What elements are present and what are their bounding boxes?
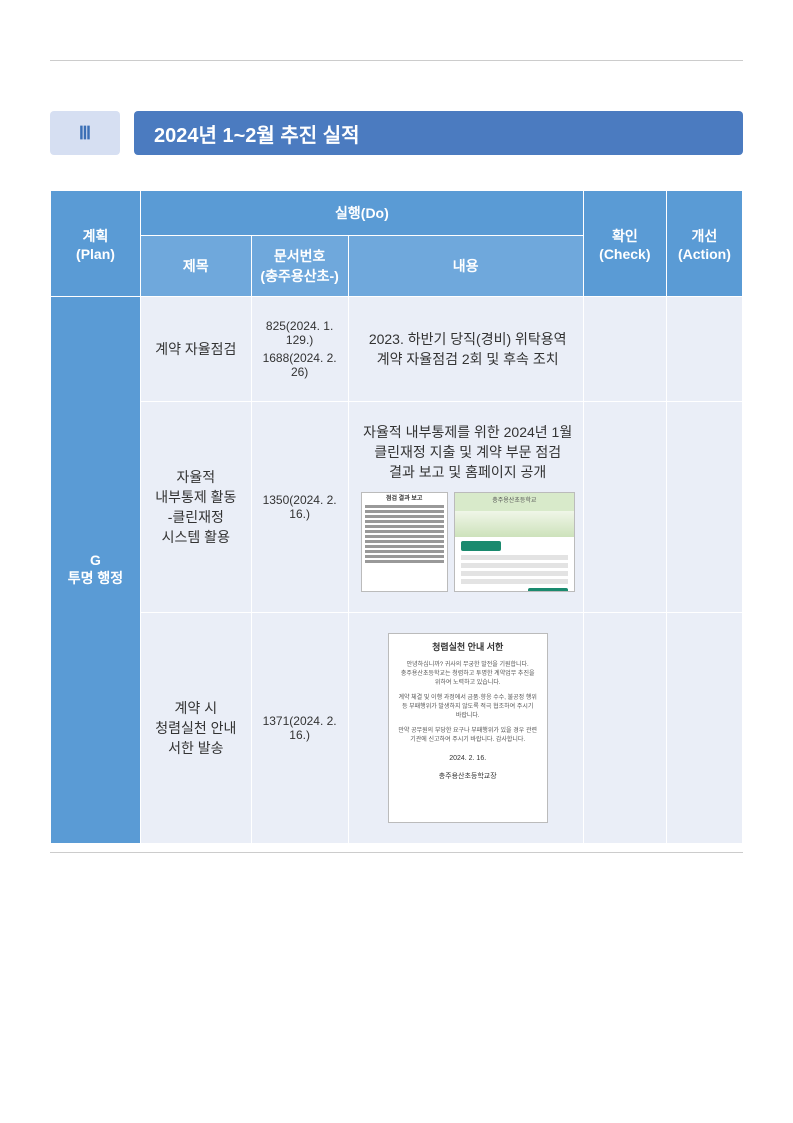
row-docnum: 1350(2024. 2. 16.) <box>251 402 348 613</box>
row-check <box>583 402 666 613</box>
row-title: 자율적 내부통제 활동 -클린재정 시스템 활용 <box>140 402 251 613</box>
letter-date: 2024. 2. 16. <box>397 755 539 763</box>
section-number: Ⅲ <box>50 111 120 155</box>
row-check <box>583 613 666 844</box>
pdca-table: 계획 (Plan) 실행(Do) 확인 (Check) 개선 (Action) … <box>50 190 743 844</box>
docnum: 1688(2024. 2. 26) <box>260 349 340 381</box>
th-do: 실행(Do) <box>140 191 583 236</box>
row-check <box>583 297 666 402</box>
thumbnail-report-icon: 점검 결과 보고 <box>361 492 448 592</box>
row-content: 자율적 내부통제를 위한 2024년 1월 클린재정 지출 및 계약 부문 점검… <box>348 402 583 613</box>
table-row: 계약 시 청렴실천 안내 서한 발송 1371(2024. 2. 16.) 청렴… <box>51 613 743 844</box>
th-do-title: 제목 <box>140 236 251 297</box>
thumbnail-letter-icon: 청렴실천 안내 서한 안녕하십니까? 귀사의 무궁한 발전을 기원합니다. 충주… <box>388 633 548 823</box>
thumbnail-row: 점검 결과 보고 충주용산초등학교 <box>361 492 575 592</box>
letter-title: 청렴실천 안내 서한 <box>397 642 539 653</box>
th-plan: 계획 (Plan) <box>51 191 141 297</box>
top-divider <box>50 60 743 61</box>
section-title: 2024년 1~2월 추진 실적 <box>134 111 743 155</box>
row-title: 계약 시 청렴실천 안내 서한 발송 <box>140 613 251 844</box>
table-row: 자율적 내부통제 활동 -클린재정 시스템 활용 1350(2024. 2. 1… <box>51 402 743 613</box>
bottom-divider <box>50 852 743 853</box>
plan-cell: G 투명 행정 <box>51 297 141 844</box>
th-do-content: 내용 <box>348 236 583 297</box>
section-header: Ⅲ 2024년 1~2월 추진 실적 <box>50 111 743 155</box>
row-action <box>666 402 742 613</box>
row-content: 2023. 하반기 당직(경비) 위탁용역 계약 자율점검 2회 및 후속 조치 <box>348 297 583 402</box>
row-content: 청렴실천 안내 서한 안녕하십니까? 귀사의 무궁한 발전을 기원합니다. 충주… <box>348 613 583 844</box>
row-content-text: 자율적 내부통제를 위한 2024년 1월 클린재정 지출 및 계약 부문 점검… <box>361 422 575 482</box>
row-title: 계약 자율점검 <box>140 297 251 402</box>
th-action: 개선 (Action) <box>666 191 742 297</box>
table-row: G 투명 행정 계약 자율점검 825(2024. 1. 129.) 1688(… <box>51 297 743 402</box>
row-action <box>666 297 742 402</box>
th-check: 확인 (Check) <box>583 191 666 297</box>
row-docnum: 825(2024. 1. 129.) 1688(2024. 2. 26) <box>251 297 348 402</box>
row-docnum: 1371(2024. 2. 16.) <box>251 613 348 844</box>
docnum: 825(2024. 1. 129.) <box>260 317 340 349</box>
letter-signature: 충주용산초등학교장 <box>397 773 539 781</box>
thumbnail-website-icon: 충주용산초등학교 <box>454 492 575 592</box>
th-do-docnum: 문서번호 (충주용산초-) <box>251 236 348 297</box>
row-action <box>666 613 742 844</box>
